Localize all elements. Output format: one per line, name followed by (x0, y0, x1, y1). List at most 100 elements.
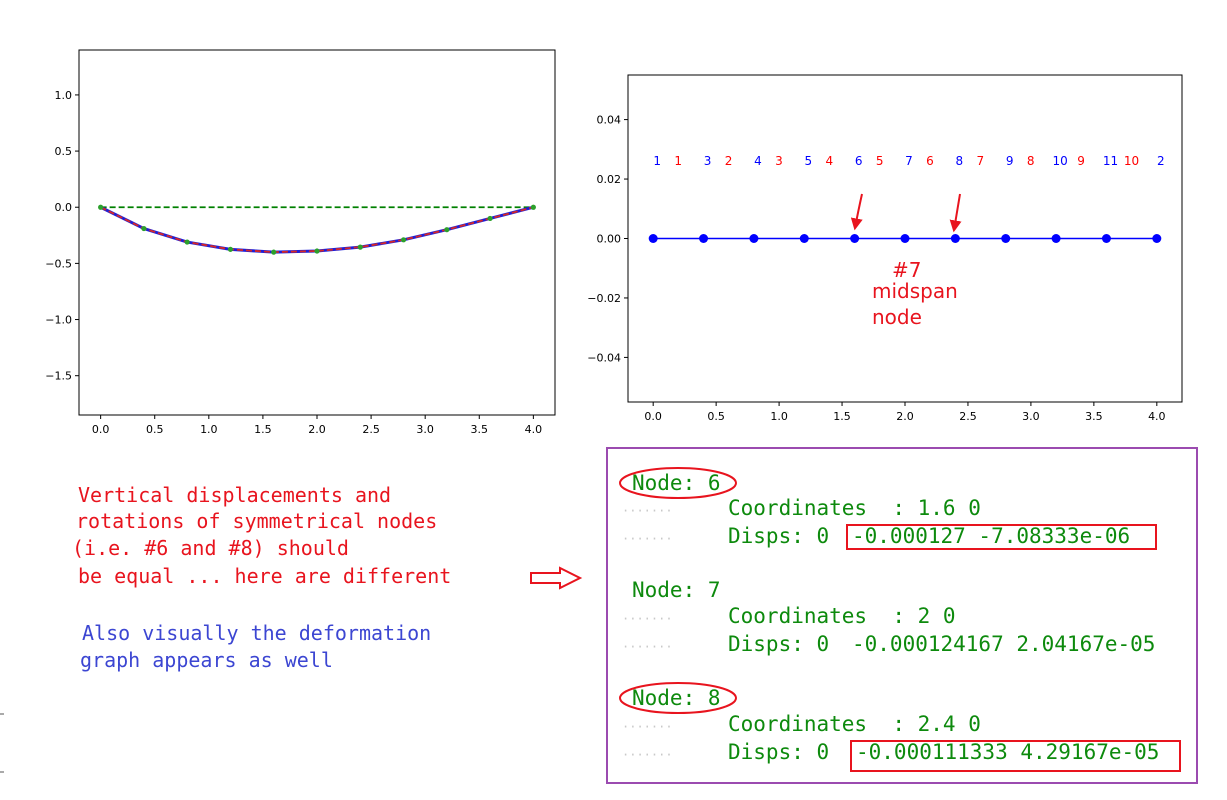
deformation-x-tick-label: 0.0 (92, 423, 110, 436)
node6-disps-prefix: Disps: 0 (728, 524, 842, 548)
note-blue-line-1: Also visually the deformation (82, 621, 431, 645)
deformation-point (530, 204, 536, 210)
mesh-node-number-label: 4 (754, 154, 762, 168)
mesh-chart: 0.0 0.5 1.0 1.5 2.0 2.5 3.0 3.5 4.0 0.04 0.02 0.00… (587, 74, 1183, 423)
node7-title: Node: 7 (632, 578, 721, 602)
deformation-point (227, 246, 234, 252)
node6-highlight-ellipse (619, 467, 737, 499)
mesh-element-number-label: 1 (674, 154, 682, 168)
mesh-node-point (950, 234, 960, 243)
mesh-node-point (1001, 234, 1011, 243)
mesh-node-point (1051, 234, 1061, 243)
deformation-y-tick-label: −1.0 (45, 314, 72, 327)
deformation-x-tick-label: 2.5 (362, 423, 380, 436)
terminal-output: Node: 6 ······· Coordinates : 1.6 0 ····… (606, 447, 1198, 784)
node7-coords-dots: ······· (622, 612, 673, 626)
mesh-y-tick-label: −0.04 (587, 351, 621, 364)
deformation-y-tick-label: −0.5 (45, 257, 72, 270)
node7-disps-values: -0.000124167 2.04167e-05 (852, 632, 1155, 656)
node8-disps-prefix: Disps: 0 (728, 740, 842, 764)
deformation-x-tick-label: 1.5 (254, 423, 272, 436)
deformation-series-line (99, 205, 534, 254)
node8-highlight-ellipse (619, 682, 737, 714)
mesh-x-tick-label: 2.0 (896, 410, 914, 423)
node8-disps-values: -0.000111333 4.29167e-05 (856, 740, 1159, 764)
node7-coords: Coordinates : 2 0 (728, 604, 956, 628)
mesh-element-number-label: 7 (977, 154, 985, 168)
mesh-series (648, 234, 1162, 243)
mesh-element-number-label: 3 (775, 154, 783, 168)
node6-disps-values: -0.000127 -7.08333e-06 (852, 524, 1130, 548)
mesh-node-number-label: 1 (653, 154, 661, 168)
deformation-y-tick-label: 0.5 (55, 145, 73, 158)
explanation-note: Vertical displacements and rotations of … (72, 483, 583, 672)
node7-disps-prefix: Disps: 0 (728, 632, 842, 656)
node6-disps-dots: ······· (622, 532, 673, 546)
deformation-point (271, 249, 277, 255)
node6-coords: Coordinates : 1.6 0 (728, 496, 981, 520)
mesh-element-number-label: 2 (725, 154, 733, 168)
deformation-plot-frame (78, 49, 556, 416)
deformation-x-tick-label: 3.0 (416, 423, 434, 436)
mesh-labels: 1 3 4 5 6 7 8 9 10 11 21 2 3 4 5 6 7 8 9 10 (653, 154, 1164, 168)
node8-coords: Coordinates : 2.4 0 (728, 712, 981, 736)
mesh-node-number-label: 11 (1103, 154, 1118, 168)
deformation-x-ticks: 0.0 0.5 1.0 1.5 2.0 2.5 3.0 3.5 4.0 (92, 415, 542, 436)
mesh-x-tick-label: 1.0 (770, 410, 788, 423)
mesh-node-number-label: 8 (956, 154, 964, 168)
deformation-point (98, 204, 104, 210)
deformation-x-tick-label: 3.5 (471, 423, 489, 436)
deformation-series-line (100, 206, 534, 254)
mesh-y-tick-label: 0.02 (597, 173, 622, 186)
mesh-x-ticks: 0.0 0.5 1.0 1.5 2.0 2.5 3.0 3.5 4.0 (644, 402, 1166, 423)
mesh-x-tick-label: 0.5 (707, 410, 725, 423)
mesh-node-point (799, 234, 809, 243)
deformation-x-tick-label: 1.0 (200, 423, 218, 436)
node6-arrow (850, 193, 863, 231)
mesh-node-point (749, 234, 759, 243)
mesh-x-tick-label: 4.0 (1148, 410, 1166, 423)
mesh-node-number-label: 6 (855, 154, 863, 168)
note-red-line-3: (i.e. #6 and #8) should (72, 536, 349, 560)
mesh-node-number-label: 2 (1157, 154, 1165, 168)
deformation-point (314, 248, 320, 254)
node6-title: Node: 6 (632, 471, 721, 495)
mesh-node-number-label: 7 (905, 154, 913, 168)
note-blue-line-2: graph appears as well (80, 648, 333, 672)
mesh-element-number-label: 6 (926, 154, 934, 168)
mesh-node-point (850, 234, 860, 243)
mesh-element-number-label: 8 (1027, 154, 1035, 168)
deformation-x-tick-label: 4.0 (525, 423, 543, 436)
node6-coords-dots: ······· (622, 504, 673, 518)
deformation-point (444, 227, 450, 233)
midspan-hash-label: #7 (892, 258, 921, 282)
node8-highlight-box (850, 740, 1181, 772)
mesh-y-tick-label: 0.00 (597, 233, 622, 246)
node6-highlight-box (846, 524, 1157, 550)
mesh-x-tick-label: 3.0 (1022, 410, 1040, 423)
pointer-arrow-icon (530, 566, 583, 590)
midspan-node-label: node (872, 305, 922, 329)
deformation-y-tick-label: 0.0 (55, 201, 73, 214)
mesh-element-number-label: 5 (876, 154, 884, 168)
mesh-x-tick-label: 3.5 (1085, 410, 1103, 423)
mesh-node-point (1101, 234, 1111, 243)
mesh-x-tick-label: 1.5 (833, 410, 851, 423)
node8-arrow (949, 193, 962, 233)
mesh-node-point (648, 234, 658, 243)
deformation-series (98, 204, 536, 255)
mesh-y-tick-label: −0.02 (587, 292, 621, 305)
node8-title: Node: 8 (632, 686, 721, 710)
deformation-point (141, 225, 147, 232)
deformation-point (400, 237, 407, 243)
deformation-y-tick-label: 1.0 (55, 89, 73, 102)
note-red-line-2: rotations of symmetrical nodes (76, 509, 437, 533)
mesh-node-point (699, 234, 709, 243)
note-red-line-4: be equal ... here are different (78, 564, 451, 588)
mesh-y-ticks: 0.04 0.02 0.00 −0.02 −0.04 (587, 114, 628, 364)
deformation-point (487, 215, 493, 222)
mesh-x-tick-label: 0.0 (644, 410, 662, 423)
deformation-y-tick-label: −1.5 (45, 370, 72, 383)
deformation-y-ticks: 1.0 0.5 0.0 −0.5 −1.0 −1.5 (45, 89, 79, 383)
